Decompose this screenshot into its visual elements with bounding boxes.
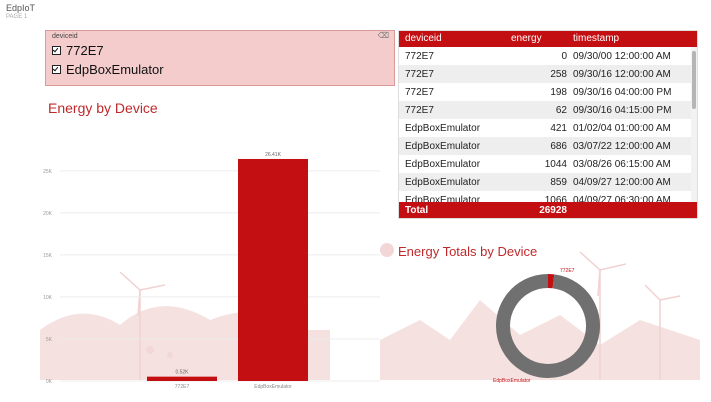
table-row[interactable]: 772E7 258 09/30/16 12:00:00 AM: [399, 65, 691, 83]
bar-value-label: 0.52K: [175, 370, 189, 376]
table-header: deviceid energy timestamp: [399, 31, 697, 47]
cell-deviceid: EdpBoxEmulator: [405, 159, 481, 170]
cell-timestamp: 09/30/00 12:00:00 AM: [573, 51, 671, 62]
table-row[interactable]: 772E7 62 09/30/16 04:15:00 PM: [399, 101, 691, 119]
y-tick-label: 25K: [43, 169, 53, 175]
checkbox-checked-icon[interactable]: [52, 65, 61, 74]
table-row[interactable]: EdpBoxEmulator 421 01/02/04 01:00:00 AM: [399, 119, 691, 137]
donut-chart-title: Energy Totals by Device: [398, 244, 538, 259]
scrollbar-thumb[interactable]: [692, 51, 696, 109]
cell-energy: 859: [550, 177, 567, 188]
cell-timestamp: 09/30/16 04:15:00 PM: [573, 105, 672, 116]
deviceid-slicer[interactable]: deviceid ⌫ 772E7 EdpBoxEmulator: [45, 30, 395, 86]
cell-deviceid: EdpBoxEmulator: [405, 195, 481, 206]
checkbox-checked-icon[interactable]: [52, 46, 61, 55]
y-tick-label: 5K: [46, 337, 53, 343]
column-header-deviceid[interactable]: deviceid: [405, 33, 442, 44]
cell-deviceid: 772E7: [405, 105, 434, 116]
cell-timestamp: 04/09/27 12:00:00 AM: [573, 177, 671, 188]
report-title: EdpIoT: [6, 3, 36, 13]
cell-timestamp: 03/08/26 06:15:00 AM: [573, 159, 671, 170]
cell-energy: 62: [555, 105, 567, 116]
cell-energy: 198: [550, 87, 567, 98]
table-row[interactable]: 772E7 198 09/30/16 04:00:00 PM: [399, 83, 691, 101]
cell-energy: 1044: [544, 159, 567, 170]
donut-label-edpboxemulator: EdpBoxEmulator: [493, 378, 531, 384]
y-tick-label: 0K: [46, 379, 53, 385]
cell-timestamp: 03/07/22 12:00:00 AM: [573, 141, 671, 152]
table-row[interactable]: EdpBoxEmulator 1066 04/09/27 06:30:00 AM: [399, 191, 691, 209]
cell-deviceid: 772E7: [405, 87, 434, 98]
slicer-item-label: 772E7: [66, 43, 104, 58]
bar-edpboxemulator[interactable]: [238, 158, 308, 381]
cell-energy: 0: [561, 51, 567, 62]
table-row[interactable]: EdpBoxEmulator 859 04/09/27 12:00:00 AM: [399, 173, 691, 191]
donut-slice-edpboxemulator[interactable]: [496, 274, 600, 378]
eraser-icon[interactable]: ⌫: [377, 31, 389, 40]
cell-deviceid: 772E7: [405, 69, 434, 80]
donut-label-772e7: 772E7: [560, 268, 575, 274]
slicer-header: deviceid: [52, 33, 78, 40]
cell-timestamp: 01/02/04 01:00:00 AM: [573, 123, 671, 134]
cell-deviceid: EdpBoxEmulator: [405, 123, 481, 134]
cell-energy: 1066: [544, 195, 567, 206]
cell-deviceid: 772E7: [405, 51, 434, 62]
y-tick-label: 15K: [43, 253, 53, 259]
energy-table: deviceid energy timestamp 772E7 0 09/30/00…: [398, 30, 698, 219]
table-scrollbar[interactable]: [691, 47, 697, 202]
energy-by-device-bar-chart: 0K 5K 10K 15K 20K 25K 0.52K 772E7 26.41K EdpBoxEm…: [43, 152, 380, 390]
slicer-item-772e7[interactable]: 772E7: [52, 43, 104, 58]
cell-energy: 421: [550, 123, 567, 134]
x-tick-label: EdpBoxEmulator: [254, 384, 292, 390]
cell-timestamp: 09/30/16 12:00:00 AM: [573, 69, 671, 80]
cell-deviceid: EdpBoxEmulator: [405, 177, 481, 188]
bar-chart-title: Energy by Device: [48, 100, 158, 116]
table-row[interactable]: EdpBoxEmulator 1044 03/08/26 06:15:00 AM: [399, 155, 691, 173]
bar-value-label: 26.41K: [265, 152, 282, 158]
y-tick-label: 20K: [43, 211, 53, 217]
cell-deviceid: EdpBoxEmulator: [405, 141, 481, 152]
cell-energy: 686: [550, 141, 567, 152]
slicer-item-edpboxemulator[interactable]: EdpBoxEmulator: [52, 62, 164, 77]
table-row[interactable]: EdpBoxEmulator 686 03/07/22 12:00:00 AM: [399, 137, 691, 155]
column-header-energy[interactable]: energy: [511, 33, 542, 44]
page-name: PAGE 1: [6, 14, 28, 20]
cell-timestamp: 04/09/27 06:30:00 AM: [573, 195, 671, 206]
column-header-timestamp[interactable]: timestamp: [573, 33, 620, 44]
total-value: 26928: [539, 205, 567, 216]
table-row[interactable]: 772E7 0 09/30/00 12:00:00 AM: [399, 47, 691, 65]
bar-772e7[interactable]: [147, 376, 217, 381]
slicer-item-label: EdpBoxEmulator: [66, 62, 164, 77]
y-tick-label: 10K: [43, 295, 53, 301]
cell-energy: 258: [550, 69, 567, 80]
energy-totals-donut-chart: [496, 274, 600, 378]
x-tick-label: 772E7: [175, 384, 190, 390]
table-total-row: Total 26928: [399, 202, 697, 218]
cell-timestamp: 09/30/16 04:00:00 PM: [573, 87, 672, 98]
total-label: Total: [405, 205, 429, 216]
